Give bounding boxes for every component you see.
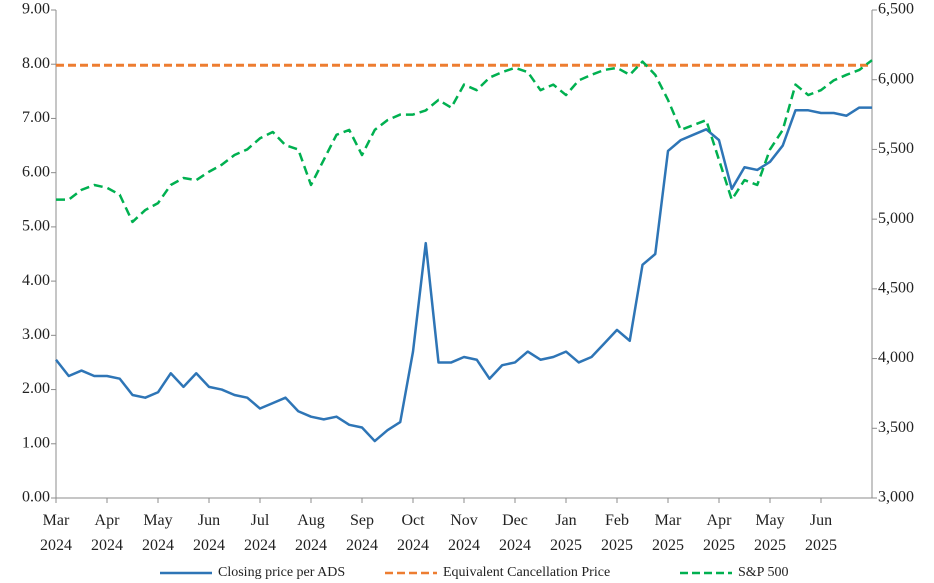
legend-label: S&P 500 <box>738 565 788 580</box>
y-tick-label: 7.00 <box>22 109 50 126</box>
y-tick-label: 1.00 <box>22 434 50 451</box>
legend-label: Closing price per ADS <box>218 565 345 580</box>
y2-tick-label: 6,000 <box>878 70 914 87</box>
x-tick-label: Dec 2024 <box>499 512 531 554</box>
y-tick-label: 2.00 <box>22 380 50 397</box>
y2-tick-label: 4,500 <box>878 280 914 297</box>
legend: Closing price per ADS Equivalent Cancella… <box>160 565 788 580</box>
y2-tick-label: 4,000 <box>878 349 914 366</box>
y2-tick-label: 6,500 <box>878 1 914 18</box>
x-tick-label: May 2024 <box>142 512 174 554</box>
series-line <box>56 59 873 224</box>
x-tick-label: Apr 2025 <box>703 512 735 554</box>
x-tick-label: Jun 2024 <box>193 512 225 554</box>
y2-tick-label: 3,500 <box>878 419 914 436</box>
x-tick-label: Apr 2024 <box>91 512 123 554</box>
y-tick-label: 8.00 <box>22 55 50 72</box>
x-tick-label: Jan 2025 <box>550 512 582 554</box>
y2-tick-label: 5,000 <box>878 210 914 227</box>
y-tick-label: 6.00 <box>22 163 50 180</box>
y2-tick-label: 3,000 <box>878 489 914 506</box>
x-tick-label: Jul 2024 <box>244 512 276 554</box>
x-tick-label: Jun 2025 <box>805 512 837 554</box>
x-tick-label: Feb 2025 <box>601 512 633 554</box>
series-line <box>55 106 872 443</box>
x-tick-label: Oct 2024 <box>397 512 429 554</box>
y-tick-label: 5.00 <box>22 218 50 235</box>
x-tick-label: May 2025 <box>754 512 786 554</box>
y-tick-label: 4.00 <box>22 272 50 289</box>
x-tick-label: Mar 2025 <box>652 512 684 554</box>
y-tick-label: 9.00 <box>22 1 50 18</box>
x-tick-label: Nov 2024 <box>448 512 480 554</box>
y-tick-label: 3.00 <box>22 326 50 343</box>
y2-tick-label: 5,500 <box>878 140 914 157</box>
y-tick-label: 0.00 <box>22 489 50 506</box>
x-tick-label: Sep 2024 <box>346 512 378 554</box>
legend-label: Equivalent Cancellation Price <box>443 565 610 580</box>
x-tick-label: Aug 2024 <box>295 512 327 554</box>
x-tick-label: Mar 2024 <box>40 512 72 554</box>
